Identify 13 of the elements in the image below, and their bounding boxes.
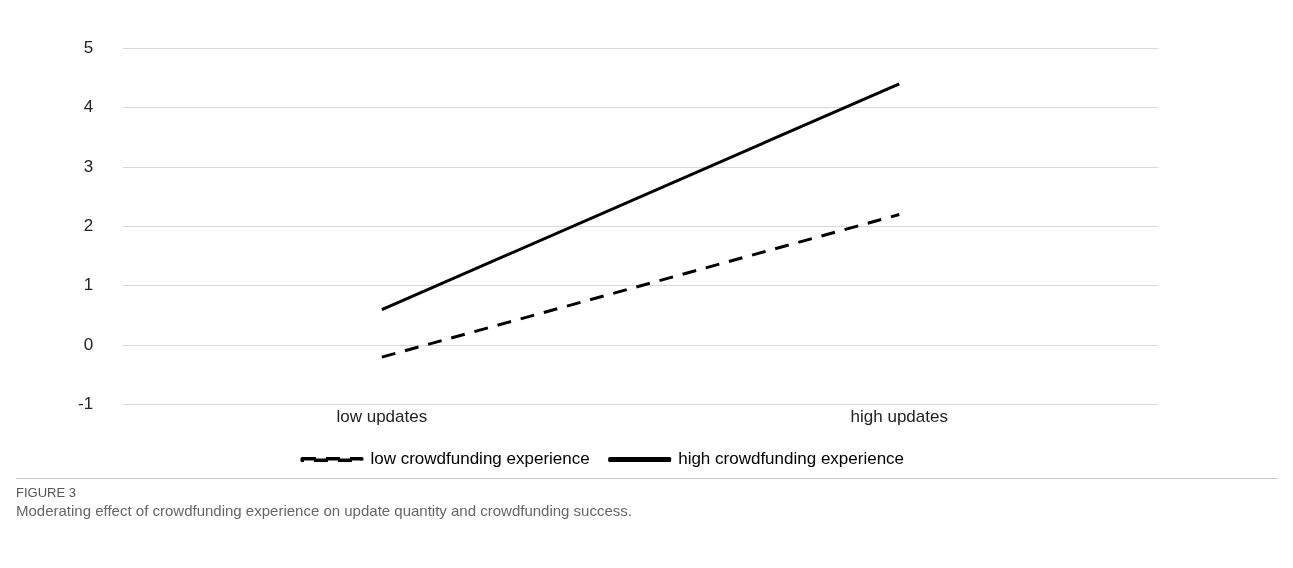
legend-label: low crowdfunding experience xyxy=(370,449,590,469)
x-tick-label: low updates xyxy=(336,407,428,427)
y-tick-label: -1 xyxy=(77,394,94,414)
x-tick-label: high updates xyxy=(850,407,948,427)
y-tick-label: 5 xyxy=(83,37,94,57)
y-tick-label: 3 xyxy=(83,156,94,176)
legend-label: high crowdfunding experience xyxy=(678,449,905,469)
y-tick-label: 1 xyxy=(83,275,94,295)
y-tick-label: 4 xyxy=(83,97,94,117)
y-tick-label: 2 xyxy=(83,216,94,236)
text: Moderating effect of crowdfunding experience on update quantity and crowdfunding success. xyxy=(16,502,633,519)
text: FIGURE 3 xyxy=(16,485,77,500)
y-tick-label: 0 xyxy=(83,334,94,354)
